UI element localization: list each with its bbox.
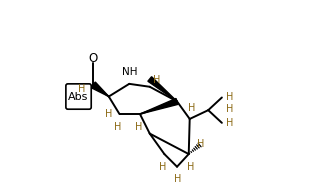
Text: H: H (188, 103, 195, 113)
Polygon shape (140, 98, 178, 114)
Text: H: H (135, 122, 143, 132)
Text: H: H (78, 84, 86, 94)
Polygon shape (91, 82, 109, 97)
Text: H: H (187, 162, 194, 172)
Text: H: H (226, 92, 233, 103)
Polygon shape (148, 77, 177, 101)
Text: O: O (88, 52, 98, 65)
Text: H: H (197, 139, 204, 149)
Text: H: H (226, 104, 233, 114)
Text: H: H (159, 162, 166, 172)
Text: NH: NH (122, 67, 138, 77)
Text: H: H (105, 109, 113, 119)
FancyBboxPatch shape (66, 84, 91, 109)
Text: H: H (174, 174, 182, 184)
Text: H: H (114, 122, 122, 132)
Text: H: H (153, 75, 160, 85)
Text: H: H (226, 118, 233, 128)
Text: Abs: Abs (68, 91, 89, 102)
